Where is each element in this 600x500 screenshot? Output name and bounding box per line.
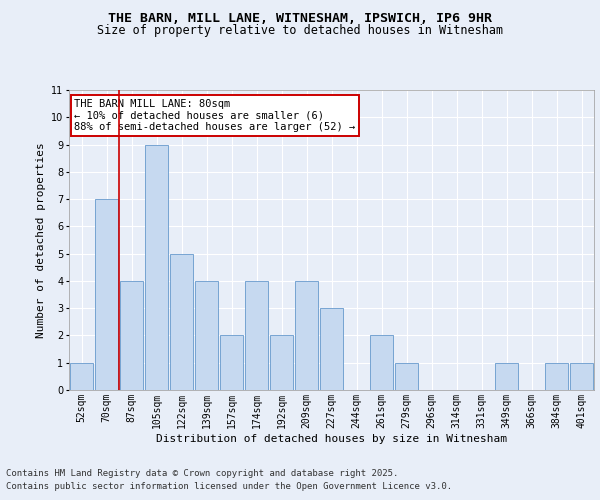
Text: THE BARN MILL LANE: 80sqm
← 10% of detached houses are smaller (6)
88% of semi-d: THE BARN MILL LANE: 80sqm ← 10% of detac… — [74, 99, 355, 132]
Bar — [295, 281, 318, 390]
Bar — [245, 281, 268, 390]
Bar — [395, 362, 418, 390]
X-axis label: Distribution of detached houses by size in Witnesham: Distribution of detached houses by size … — [156, 434, 507, 444]
Bar — [270, 336, 293, 390]
Bar — [195, 281, 218, 390]
Text: THE BARN, MILL LANE, WITNESHAM, IPSWICH, IP6 9HR: THE BARN, MILL LANE, WITNESHAM, IPSWICH,… — [108, 12, 492, 26]
Bar — [545, 362, 568, 390]
Text: Contains public sector information licensed under the Open Government Licence v3: Contains public sector information licen… — [6, 482, 452, 491]
Bar — [320, 308, 343, 390]
Bar — [495, 362, 518, 390]
Bar — [120, 281, 143, 390]
Text: Size of property relative to detached houses in Witnesham: Size of property relative to detached ho… — [97, 24, 503, 37]
Bar — [570, 362, 593, 390]
Text: Contains HM Land Registry data © Crown copyright and database right 2025.: Contains HM Land Registry data © Crown c… — [6, 468, 398, 477]
Bar — [220, 336, 243, 390]
Y-axis label: Number of detached properties: Number of detached properties — [35, 142, 46, 338]
Bar — [70, 362, 93, 390]
Bar — [370, 336, 393, 390]
Bar — [95, 199, 118, 390]
Bar — [145, 144, 168, 390]
Bar — [170, 254, 193, 390]
